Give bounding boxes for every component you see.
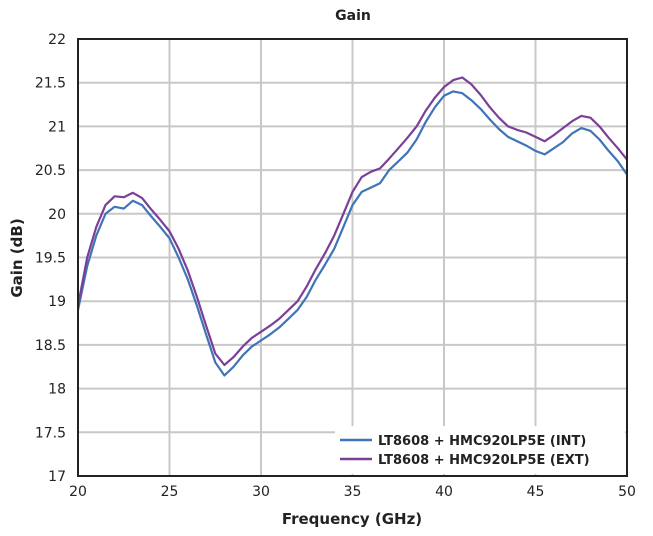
y-axis-label: Gain (dB) bbox=[8, 218, 26, 297]
y-tick-label: 19 bbox=[48, 294, 66, 310]
chart-title: Gain bbox=[335, 8, 371, 24]
x-tick-label: 30 bbox=[252, 484, 270, 500]
y-tick-label: 20.5 bbox=[35, 163, 66, 179]
y-tick-label: 19.5 bbox=[35, 251, 66, 267]
plot-frame bbox=[77, 38, 628, 477]
x-tick-label: 20 bbox=[69, 484, 87, 500]
y-tick-label: 21 bbox=[48, 119, 66, 135]
y-tick-label: 18.5 bbox=[35, 338, 66, 354]
x-tick-label: 35 bbox=[344, 484, 362, 500]
y-tick-label: 18 bbox=[48, 382, 66, 398]
x-tick-label: 25 bbox=[161, 484, 179, 500]
legend-box bbox=[335, 426, 625, 474]
x-tick-label: 50 bbox=[618, 484, 636, 500]
x-tick-label: 40 bbox=[435, 484, 453, 500]
x-tick-label: 45 bbox=[527, 484, 545, 500]
legend-label: LT8608 + HMC920LP5E (INT) bbox=[378, 434, 586, 449]
y-tick-label: 17.5 bbox=[35, 425, 66, 441]
legend: LT8608 + HMC920LP5E (INT) LT8608 + HMC920… bbox=[335, 426, 625, 474]
y-tick-label: 20 bbox=[48, 207, 66, 223]
series-line bbox=[76, 76, 628, 367]
y-tick-label: 21.5 bbox=[35, 76, 66, 92]
series-line bbox=[76, 90, 628, 377]
x-axis-label: Frequency (GHz) bbox=[282, 510, 422, 528]
y-tick-label: 22 bbox=[48, 32, 66, 48]
y-tick-label: 17 bbox=[48, 469, 66, 485]
legend-label: LT8608 + HMC920LP5E (EXT) bbox=[378, 453, 590, 468]
